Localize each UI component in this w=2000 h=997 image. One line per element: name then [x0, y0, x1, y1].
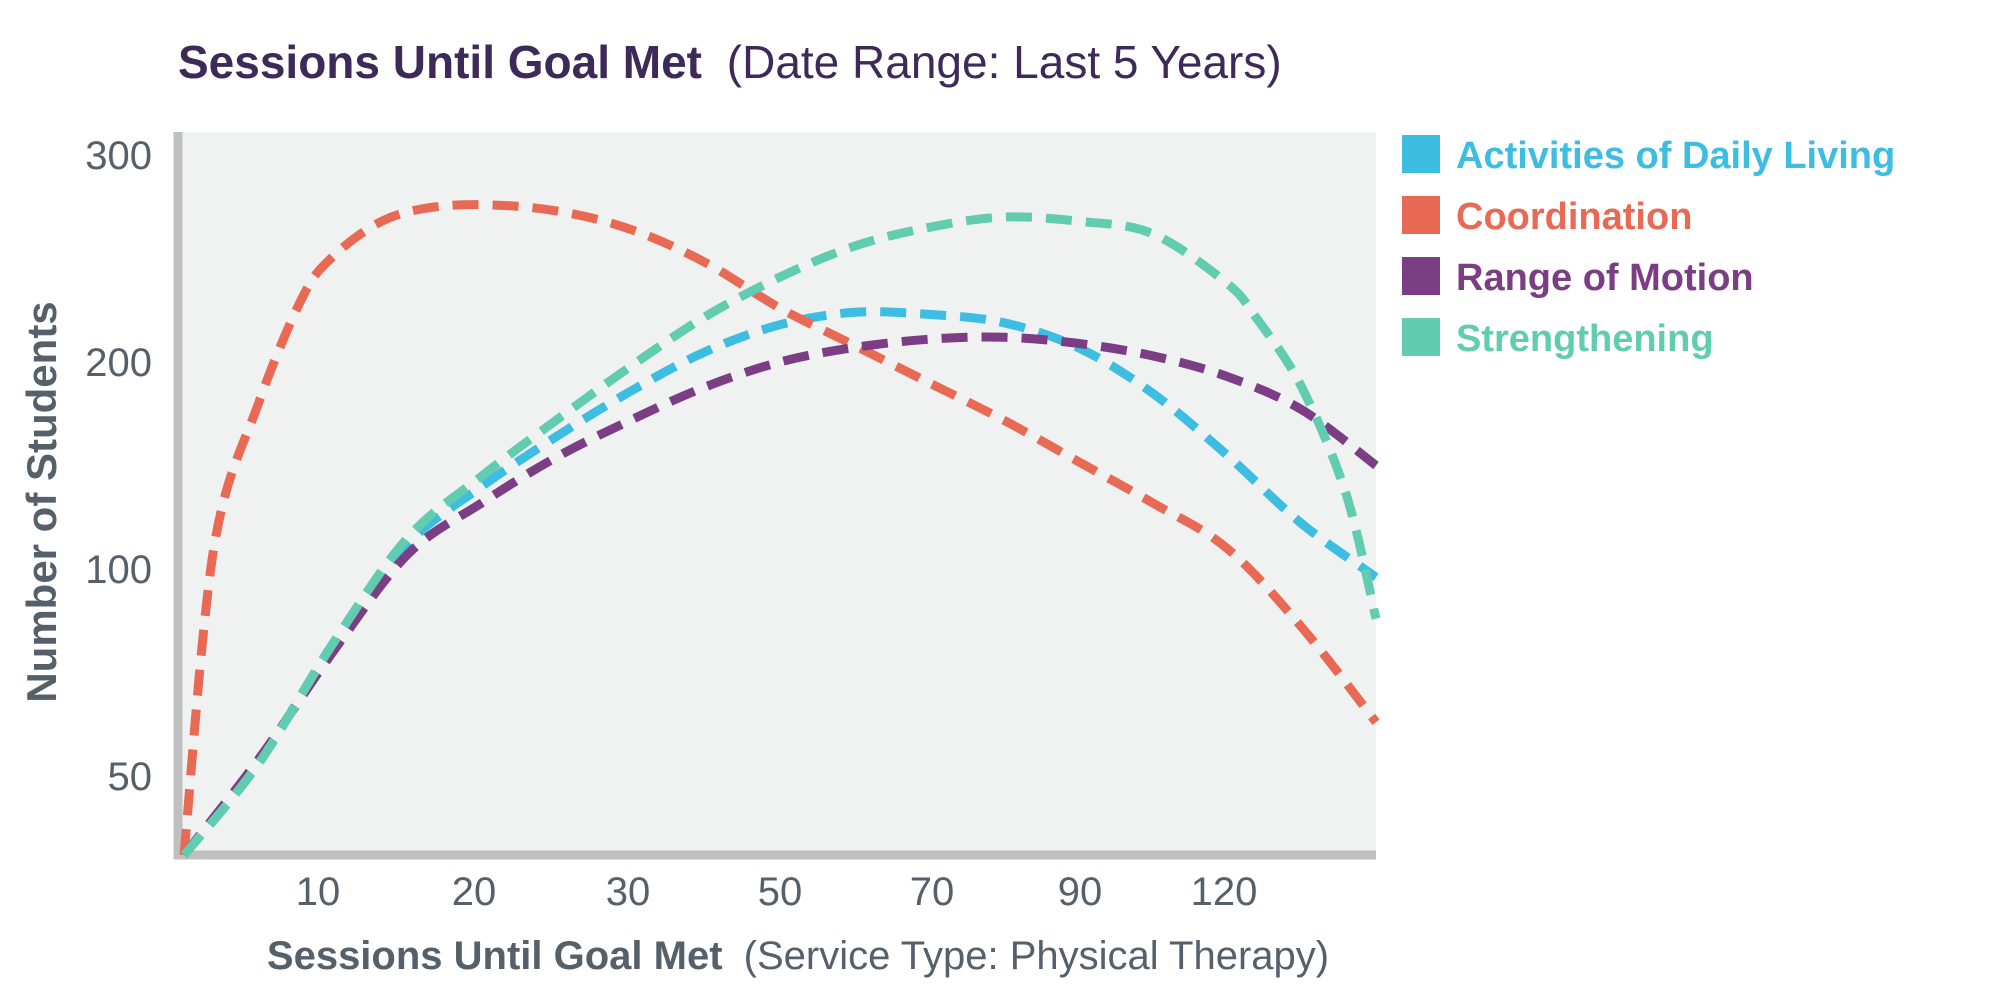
y-tick-label: 50: [108, 755, 153, 799]
legend-swatch: [1402, 257, 1440, 295]
y-tick-label: 100: [85, 548, 152, 592]
x-tick-labels: 10 20 30 50 70 90 120: [296, 870, 1258, 914]
legend-swatch: [1402, 135, 1440, 173]
x-axis-label-suffix: (Service Type: Physical Therapy): [744, 934, 1329, 978]
legend: Activities of Daily Living Coordination Ra…: [1402, 135, 1895, 360]
legend-label: Coordination: [1456, 196, 1692, 238]
y-tick-label: 300: [85, 134, 152, 178]
chart-subtitle: (Date Range: Last 5 Years): [727, 36, 1282, 88]
x-axis-label-line: Sessions Until Goal Met (Service Type: P…: [267, 934, 1329, 978]
y-axis-label: Number of Students: [18, 301, 65, 702]
legend-swatch: [1402, 196, 1440, 234]
x-tick-label: 30: [606, 870, 651, 914]
chart-title-line: Sessions Until Goal Met (Date Range: Las…: [178, 36, 1282, 88]
x-tick-label: 20: [452, 870, 497, 914]
x-tick-label: 10: [296, 870, 341, 914]
x-tick-label: 70: [910, 870, 955, 914]
legend-label: Strengthening: [1456, 318, 1714, 360]
x-tick-label: 90: [1058, 870, 1103, 914]
series-line-coordination: [179, 200, 1380, 856]
legend-swatch: [1402, 318, 1440, 356]
y-tick-labels: 50 100 200 300: [85, 134, 152, 799]
series-line-strengthening: [180, 212, 1381, 858]
plot-area: [178, 132, 1376, 855]
x-axis-label: Sessions Until Goal Met: [267, 934, 723, 978]
series-lines: [179, 200, 1381, 858]
series-line-range-of-motion: [180, 332, 1379, 858]
legend-label: Range of Motion: [1456, 257, 1754, 299]
x-tick-label: 50: [758, 870, 803, 914]
y-tick-label: 200: [85, 341, 152, 385]
x-tick-label: 120: [1191, 870, 1258, 914]
legend-label: Activities of Daily Living: [1456, 135, 1895, 177]
chart-title: Sessions Until Goal Met: [178, 36, 702, 88]
